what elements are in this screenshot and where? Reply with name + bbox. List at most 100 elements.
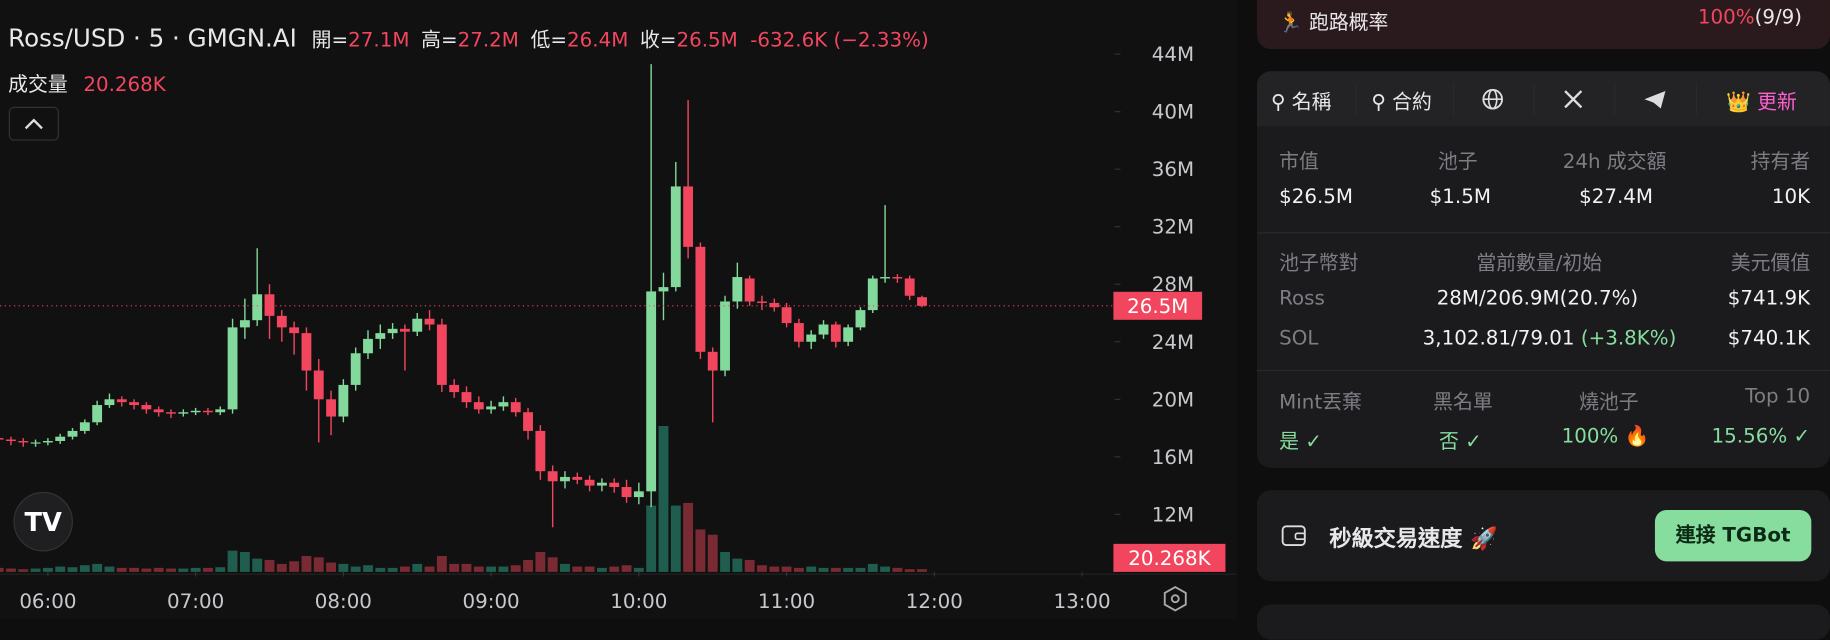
stat-header: 持有者 [1750, 150, 1811, 174]
connect-button[interactable]: 連接 TGBot [1654, 510, 1812, 562]
candle-body [252, 294, 263, 321]
y-tick-label: 44M [1152, 43, 1194, 66]
tv-logo[interactable] [13, 491, 73, 552]
rug-value: 100%(9/9) [1698, 6, 1802, 29]
candle-body [264, 294, 275, 316]
volume-value: 20.268K [83, 73, 166, 97]
candle-body [0, 438, 4, 440]
tab-name[interactable]: ⚲ 名稱 [1270, 91, 1332, 115]
volume-bar [498, 566, 509, 572]
volume-label-bg [1113, 543, 1226, 572]
candle-body [301, 333, 312, 371]
volume-key: 成交量 [8, 73, 68, 97]
volume-bar [904, 569, 915, 572]
tab-sep [1354, 82, 1357, 116]
pool-token: Ross [1279, 287, 1325, 311]
stat-value: $26.5M [1279, 185, 1354, 209]
candle-body [326, 399, 336, 417]
volume-bar [892, 567, 903, 572]
candle-body [350, 353, 361, 385]
trade-card: 秒級交易速度 🚀 連接 TGBot [1256, 490, 1830, 582]
tab-update[interactable]: 👑 更新 [1726, 91, 1797, 115]
y-tick-label: 40M [1152, 101, 1194, 124]
telegram-icon[interactable] [1642, 86, 1668, 112]
check-value: 否 ✓ [1439, 430, 1482, 454]
globe-icon[interactable] [1480, 86, 1506, 112]
check-value: 是 ✓ [1279, 430, 1322, 454]
volume-bar [153, 567, 164, 572]
pool-header: 美元價值 [1730, 252, 1811, 276]
stat-header: 市值 [1279, 150, 1319, 174]
volume-bar [535, 551, 546, 572]
tab-update-text: 更新 [1757, 91, 1797, 115]
candle-body [276, 315, 287, 328]
volume-bar [264, 559, 275, 572]
volume-bar [633, 567, 644, 572]
candle-body [116, 399, 127, 403]
change: -632.6K (−2.33%) [750, 29, 929, 53]
tab-contract[interactable]: ⚲ 合約 [1371, 91, 1432, 115]
settings-icon[interactable] [1163, 585, 1187, 612]
pool-amount-text: 28M/206.9M(20.7%) [1436, 287, 1639, 311]
candle-body [338, 384, 349, 417]
check-header: Mint丟棄 [1279, 390, 1362, 415]
pool-header: 池子幣對 [1279, 252, 1359, 276]
volume-bar [313, 557, 324, 572]
candle-body [239, 320, 250, 328]
pool-amount: 3,102.81/79.01 (+3.8K%) [1423, 327, 1677, 350]
volume-bar [560, 563, 570, 572]
pool-token: SOL [1279, 326, 1319, 351]
volume-bar [227, 550, 238, 572]
candle-body [129, 402, 139, 406]
volume-bar [843, 567, 854, 572]
volume-bar [855, 567, 866, 572]
price-label-bg [1113, 291, 1203, 320]
x-tick-label: 10:00 [610, 590, 667, 613]
collapse-button[interactable] [8, 106, 59, 141]
symbol-header: Ross/USD · 5 · GMGN.AI 開=27.1M 高=27.2M 低=2… [8, 23, 929, 53]
tab-sep [1533, 82, 1535, 116]
divider [1256, 369, 1830, 372]
volume-bar [55, 566, 66, 572]
rug-count: (9/9) [1754, 5, 1802, 30]
pool-amount: 28M/206.9M(20.7%) [1437, 287, 1638, 310]
pool-usd: $740.1K [1727, 326, 1811, 351]
volume-bar [166, 568, 176, 572]
next-card [1256, 604, 1830, 640]
candle-body [190, 410, 201, 413]
candle-body [855, 310, 866, 328]
candle-body [387, 328, 398, 334]
candle-body [560, 476, 570, 482]
volume-bar [141, 568, 152, 572]
candle-body [843, 327, 854, 342]
volume-bar [830, 567, 841, 572]
candle-body [42, 440, 53, 443]
info-card: ⚲ 名稱 ⚲ 合約 👑 更新 市值 池子 24h 成交額 持有者 $26.5M … [1256, 71, 1830, 469]
volume-bar [289, 561, 300, 572]
volume-bar [6, 568, 16, 572]
volume-bar [806, 566, 817, 572]
volume-bar [510, 565, 521, 572]
volume-bar [658, 425, 669, 572]
x-tick-label: 13:00 [1053, 590, 1110, 613]
volume-bar [252, 558, 263, 572]
x-tick-label: 06:00 [19, 590, 76, 613]
volume-bar [203, 567, 213, 572]
candle-body [757, 301, 767, 303]
y-tick-label: 12M [1152, 503, 1194, 526]
volume-bar [276, 563, 287, 572]
x-icon[interactable] [1560, 86, 1586, 112]
marks: 12M 16M 20M 24M 28M 32M 36M 40M 44M 06:00 07:00 08:… [0, 43, 1226, 613]
rug-icon: 🏃 [1277, 11, 1309, 36]
chart: 12M 16M 20M 24M 28M 32M 36M 40M 44M 06:00 07:00 08:… [0, 43, 1238, 614]
volume-bar [67, 567, 78, 572]
price-label: 26.5M [1127, 295, 1188, 318]
x-tick-label: 12:00 [906, 590, 963, 613]
tv-logo-text: TV [25, 508, 63, 538]
candle-body [535, 430, 546, 472]
x-tick-label: 11:00 [758, 590, 815, 613]
volume-bar [572, 566, 583, 572]
check-header: 燒池子 [1579, 390, 1639, 415]
ohlc-key: 收= [640, 29, 677, 53]
